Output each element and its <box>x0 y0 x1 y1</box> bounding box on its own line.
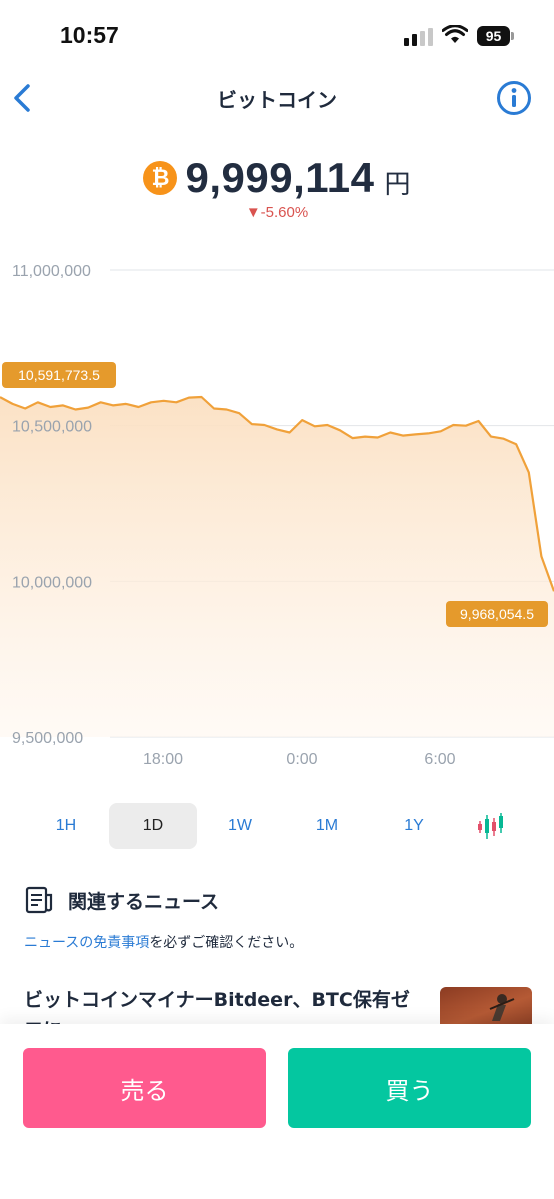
info-icon[interactable] <box>496 80 532 116</box>
low-price-tag: 9,968,054.5 <box>446 601 548 627</box>
disclaimer-link[interactable]: ニュースの免責事項 <box>24 935 150 951</box>
page-title: ビットコイン <box>217 88 337 112</box>
battery-icon: 95 <box>477 26 515 46</box>
range-tab-1w[interactable]: 1W <box>228 817 252 834</box>
news-header: 関連するニュース <box>24 884 219 916</box>
news-heading: 関連するニュース <box>68 890 220 913</box>
price-row: ₿ 9,999,114 円 <box>0 150 554 206</box>
y-tick-label: 9,500,000 <box>12 730 83 747</box>
current-price: 9,999,114 <box>185 154 375 201</box>
disclaimer-text: を必ずご確認ください。 <box>149 935 304 951</box>
price-unit: 円 <box>384 169 411 200</box>
x-tick-label: 0:00 <box>286 751 317 768</box>
action-bar: 売る 買う <box>0 1024 554 1199</box>
price-chart[interactable]: 11,000,000 10,500,000 10,000,000 9,500,000 1… <box>0 250 554 780</box>
x-tick-label: 6:00 <box>424 751 455 768</box>
y-tick-label: 10,000,000 <box>12 574 92 591</box>
x-tick-label: 18:00 <box>143 751 183 768</box>
price-change: ▼-5.60% <box>245 204 309 221</box>
chart-area <box>0 397 554 737</box>
range-tab-1h[interactable]: 1H <box>55 817 77 834</box>
bitcoin-icon: ₿ <box>143 161 178 195</box>
news-disclaimer: ニュースの免責事項を必ずご確認ください。 <box>24 932 303 952</box>
status-bar: 10:57 95 <box>0 0 554 70</box>
newspaper-icon <box>25 886 53 914</box>
chart-line <box>0 395 554 592</box>
range-tab-1m[interactable]: 1M <box>315 817 339 834</box>
status-time: 10:57 <box>60 22 119 48</box>
wifi-icon <box>442 25 468 43</box>
sell-button[interactable]: 売る <box>23 1048 266 1128</box>
range-selector: 1H 1D 1W 1M 1Y <box>20 803 540 849</box>
candlestick-icon[interactable] <box>476 811 508 841</box>
y-tick-label: 11,000,000 <box>12 263 91 280</box>
buy-button[interactable]: 買う <box>288 1048 531 1128</box>
range-tab-1y[interactable]: 1Y <box>404 817 424 834</box>
cellular-signal-icon <box>404 28 433 46</box>
high-price-label: 10,591,773.5 <box>18 367 100 383</box>
range-tab-1d[interactable]: 1D <box>109 803 197 849</box>
high-price-tag: 10,591,773.5 <box>2 362 116 388</box>
battery-level: 95 <box>477 26 510 46</box>
low-price-label: 9,968,054.5 <box>460 606 534 622</box>
y-tick-label: 10,500,000 <box>12 419 92 436</box>
chevron-left-icon[interactable] <box>8 80 38 116</box>
header: ビットコイン <box>0 72 554 124</box>
